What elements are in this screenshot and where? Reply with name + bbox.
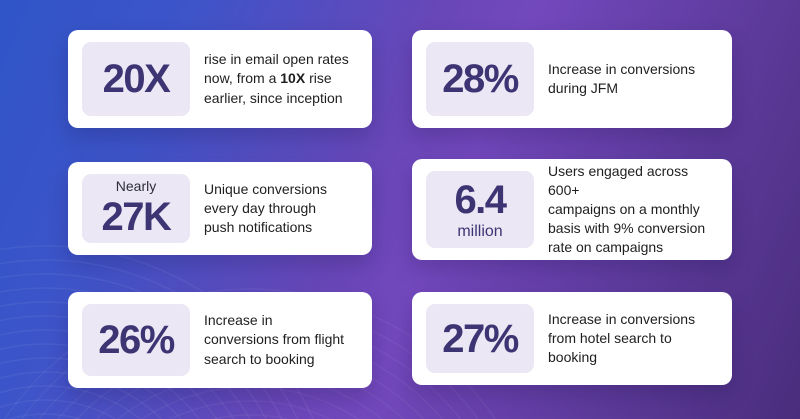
stat-prefix: Nearly bbox=[115, 178, 157, 195]
stat-description: Increase in conversions during JFM bbox=[548, 60, 696, 96]
stat-box: 6.4 million bbox=[426, 171, 534, 248]
stat-description: Increase in conversions from hotel searc… bbox=[548, 310, 696, 366]
stat-card-users-engaged: 6.4 million Users engaged across 600+ ca… bbox=[412, 159, 732, 260]
stat-box: Nearly 27K bbox=[82, 174, 190, 243]
desc-text: rise in email open rates now, from a bbox=[204, 51, 349, 87]
stat-card-push-conversions: Nearly 27K Unique conversions every day … bbox=[68, 162, 372, 255]
stat-value: 20X bbox=[102, 57, 171, 101]
stat-description: Users engaged across 600+ campaigns on a… bbox=[548, 162, 706, 256]
stat-card-email-open-rates: 20X rise in email open rates now, from a… bbox=[68, 30, 372, 128]
stat-description: Increase in conversions from flight sear… bbox=[204, 312, 345, 367]
stat-card-flight-conversions: 26% Increase in conversions from flight … bbox=[68, 292, 372, 388]
desc-bold-text: 10X bbox=[280, 70, 306, 87]
stat-value: 26% bbox=[98, 318, 175, 362]
stat-box: 20X bbox=[82, 42, 190, 116]
stat-box: 28% bbox=[426, 42, 534, 116]
stat-suffix: million bbox=[457, 222, 503, 240]
stat-description: Unique conversions every day through pus… bbox=[204, 180, 327, 236]
stat-value: 6.4 bbox=[454, 177, 507, 222]
stat-card-hotel-conversions: 27% Increase in conversions from hotel s… bbox=[412, 292, 732, 385]
desc-text: rise earlier, since inception bbox=[204, 70, 343, 106]
stat-card-jfm-conversions: 28% Increase in conversions during JFM bbox=[412, 30, 732, 128]
stat-box: 27% bbox=[426, 304, 534, 373]
stat-value: 27% bbox=[442, 316, 519, 361]
stat-description: rise in email open rates now, from a 10X… bbox=[204, 50, 360, 107]
stat-value: 27K bbox=[101, 194, 172, 239]
stat-value: 28% bbox=[442, 57, 519, 101]
stat-box: 26% bbox=[82, 304, 190, 376]
